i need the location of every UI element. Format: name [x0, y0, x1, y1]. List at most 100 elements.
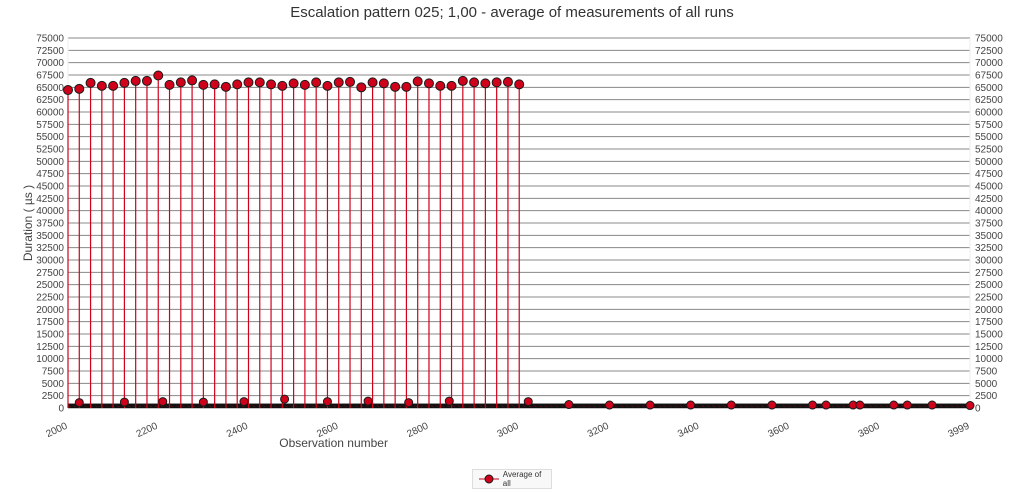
y-tick-label-left: 25000	[36, 280, 64, 291]
y-tick-label-right: 50000	[975, 157, 1003, 168]
y-tick-label-left: 60000	[36, 108, 64, 119]
baseline-texture	[631, 405, 634, 408]
baseline-texture	[760, 405, 764, 408]
data-point-low	[767, 400, 777, 410]
data-point	[367, 77, 378, 88]
baseline-texture	[555, 405, 559, 408]
baseline-texture	[912, 405, 916, 408]
baseline-texture	[354, 405, 358, 408]
data-point	[198, 79, 209, 90]
data-point-low	[604, 400, 614, 410]
baseline-texture	[322, 405, 326, 408]
baseline-texture	[300, 405, 304, 408]
x-axis-label: Observation number	[279, 436, 388, 450]
y-tick-label-left: 7500	[42, 367, 65, 378]
baseline-texture	[598, 405, 602, 408]
data-point-low	[645, 400, 655, 410]
baseline-texture	[625, 405, 629, 408]
data-point	[423, 78, 434, 89]
legend-label: Average of all	[502, 470, 542, 488]
data-point	[378, 78, 389, 89]
baseline-texture	[176, 405, 180, 408]
y-tick-label-left: 65000	[36, 83, 64, 94]
baseline-texture	[187, 405, 190, 408]
baseline-texture	[441, 405, 445, 408]
y-tick-label-left: 5000	[42, 379, 65, 390]
baseline-texture	[251, 405, 255, 408]
baseline-texture	[446, 405, 450, 408]
y-tick-label-right: 60000	[975, 108, 1003, 119]
baseline-texture	[333, 405, 337, 408]
baseline-texture	[874, 405, 878, 408]
baseline-texture	[425, 405, 429, 408]
baseline-texture	[917, 405, 921, 408]
baseline-texture	[750, 405, 754, 408]
baseline-texture	[950, 405, 954, 408]
y-tick-label-left: 27500	[36, 268, 64, 279]
data-point-low	[821, 400, 831, 410]
baseline-texture	[311, 405, 315, 408]
legend[interactable]: Average of all	[472, 469, 552, 489]
y-tick-label-right: 0	[975, 404, 981, 415]
y-tick-label-right: 15000	[975, 330, 1003, 341]
baseline-texture	[668, 405, 672, 408]
y-tick-label-right: 42500	[975, 194, 1003, 205]
y-tick-label-right: 22500	[975, 293, 1003, 304]
baseline-texture	[744, 405, 748, 408]
y-tick-label-right: 70000	[975, 58, 1003, 69]
x-tick-label: 3800	[857, 421, 882, 441]
y-tick-label-left: 37500	[36, 219, 64, 230]
baseline-texture	[522, 405, 526, 408]
baseline-texture	[316, 405, 320, 408]
baseline-texture	[955, 405, 959, 408]
baseline-texture	[658, 405, 662, 408]
baseline-texture	[587, 405, 591, 408]
data-point	[130, 75, 141, 86]
data-point	[333, 77, 344, 88]
baseline-texture	[365, 405, 369, 408]
data-point	[288, 78, 299, 89]
x-tick-label: 2800	[405, 421, 430, 441]
baseline-texture	[127, 405, 131, 408]
baseline-texture	[344, 405, 347, 408]
baseline-texture	[880, 405, 884, 408]
baseline-texture	[457, 405, 461, 408]
baseline-texture	[945, 405, 949, 408]
y-tick-label-right: 5000	[975, 379, 998, 390]
y-tick-label-right: 40000	[975, 206, 1003, 217]
x-tick-label: 3600	[766, 421, 791, 441]
y-tick-label-left: 0	[58, 404, 64, 415]
data-point-low	[239, 397, 249, 407]
baseline-texture	[576, 405, 580, 408]
baseline-texture	[165, 405, 169, 408]
y-tick-label-left: 17500	[36, 317, 64, 328]
baseline-texture	[636, 405, 640, 408]
baseline-texture	[279, 405, 282, 408]
y-tick-label-left: 15000	[36, 330, 64, 341]
baseline-texture	[831, 405, 835, 408]
baseline-texture	[154, 405, 158, 408]
data-point	[119, 77, 130, 88]
baseline-texture	[842, 405, 846, 408]
data-point	[266, 79, 277, 90]
data-point	[311, 77, 322, 88]
data-point	[74, 83, 85, 94]
x-tick-label: 3400	[676, 421, 701, 441]
data-point	[96, 80, 107, 91]
y-tick-label-right: 12500	[975, 342, 1003, 353]
baseline-texture	[289, 405, 293, 408]
data-point-low	[965, 401, 975, 411]
data-point	[446, 80, 457, 91]
baseline-texture	[593, 405, 597, 408]
y-tick-label-right: 67500	[975, 71, 1003, 82]
data-point-low	[855, 400, 865, 410]
data-point	[209, 79, 220, 90]
y-tick-label-left: 40000	[36, 206, 64, 217]
y-tick-label-left: 75000	[36, 34, 64, 45]
data-point-low	[322, 397, 332, 407]
baseline-texture	[706, 405, 710, 408]
data-point	[514, 79, 525, 90]
data-point-low	[404, 398, 414, 408]
x-tick-label: 3200	[586, 421, 611, 441]
data-point-low	[889, 400, 899, 410]
